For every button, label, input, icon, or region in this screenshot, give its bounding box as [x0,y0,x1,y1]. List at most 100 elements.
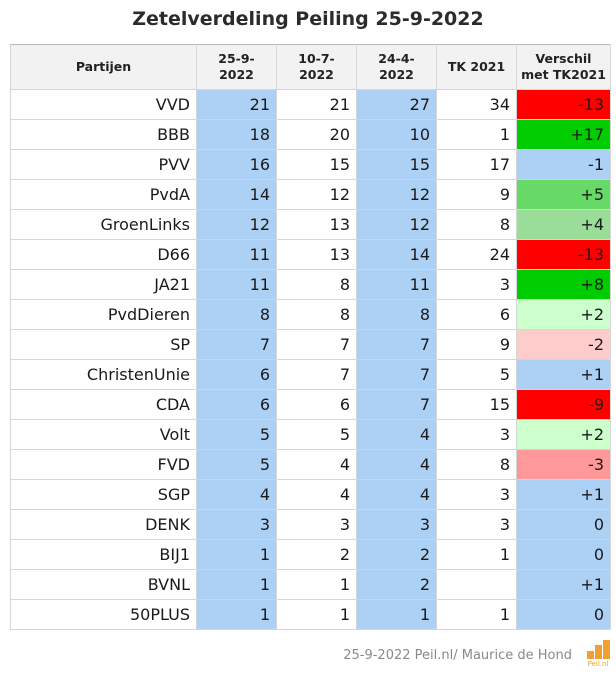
poll-10-7-cell: 6 [276,389,357,420]
tk2021-cell: 3 [436,509,517,540]
table-row: PvdDieren 8 8 8 6 +2 [10,299,611,330]
difference-cell: +4 [516,209,611,240]
tk2021-cell: 8 [436,449,517,480]
column-header: TK 2021 [436,44,517,90]
poll-25-9-cell: 6 [196,359,277,390]
table-row: ChristenUnie 6 7 7 5 +1 [10,359,611,390]
difference-cell: 0 [516,509,611,540]
table-row: PvdA 14 12 12 9 +5 [10,179,611,210]
tk2021-cell: 15 [436,389,517,420]
party-name-cell: D66 [10,239,197,270]
poll-25-9-cell: 18 [196,119,277,150]
party-name-cell: SGP [10,479,197,510]
poll-25-9-cell: 11 [196,269,277,300]
difference-cell: 0 [516,599,611,630]
poll-25-9-cell: 3 [196,509,277,540]
poll-24-4-cell: 11 [356,269,437,300]
party-name-cell: ChristenUnie [10,359,197,390]
tk2021-cell: 6 [436,299,517,330]
difference-cell: -3 [516,449,611,480]
poll-24-4-cell: 2 [356,569,437,600]
poll-10-7-cell: 7 [276,359,357,390]
tk2021-cell: 34 [436,89,517,120]
tk2021-cell: 1 [436,539,517,570]
column-header: Partijen [10,44,197,90]
table-row: 50PLUS 1 1 1 1 0 [10,599,611,630]
poll-10-7-cell: 20 [276,119,357,150]
tk2021-cell: 9 [436,179,517,210]
table-row: BVNL 1 1 2 +1 [10,569,611,600]
poll-10-7-cell: 15 [276,149,357,180]
poll-10-7-cell: 13 [276,209,357,240]
table-row: BIJ1 1 2 2 1 0 [10,539,611,570]
poll-24-4-cell: 4 [356,479,437,510]
difference-cell: -1 [516,149,611,180]
column-header: Verschil met TK2021 [516,44,611,90]
poll-25-9-cell: 11 [196,239,277,270]
tk2021-cell: 9 [436,329,517,360]
party-name-cell: 50PLUS [10,599,197,630]
poll-24-4-cell: 2 [356,539,437,570]
difference-cell: -9 [516,389,611,420]
poll-10-7-cell: 8 [276,269,357,300]
table-row: Volt 5 5 4 3 +2 [10,419,611,450]
table-row: PVV 16 15 15 17 -1 [10,149,611,180]
poll-24-4-cell: 12 [356,209,437,240]
difference-cell: +1 [516,479,611,510]
party-name-cell: Volt [10,419,197,450]
seat-table: Partijen 25-9-2022 10-7-2022 24-4-2022 T… [10,44,611,630]
poll-25-9-cell: 12 [196,209,277,240]
poll-24-4-cell: 15 [356,149,437,180]
table-row: BBB 18 20 10 1 +17 [10,119,611,150]
poll-25-9-cell: 1 [196,599,277,630]
party-name-cell: BVNL [10,569,197,600]
column-header: 10-7-2022 [276,44,357,90]
difference-cell: 0 [516,539,611,570]
party-name-cell: BIJ1 [10,539,197,570]
poll-25-9-cell: 1 [196,539,277,570]
poll-10-7-cell: 8 [276,299,357,330]
poll-25-9-cell: 21 [196,89,277,120]
poll-24-4-cell: 3 [356,509,437,540]
table-row: JA21 11 8 11 3 +8 [10,269,611,300]
difference-cell: +5 [516,179,611,210]
tk2021-cell: 3 [436,269,517,300]
poll-10-7-cell: 12 [276,179,357,210]
difference-cell: -2 [516,329,611,360]
party-name-cell: FVD [10,449,197,480]
poll-10-7-cell: 4 [276,449,357,480]
header-row: Partijen 25-9-2022 10-7-2022 24-4-2022 T… [10,44,611,90]
party-name-cell: PvdDieren [10,299,197,330]
poll-10-7-cell: 7 [276,329,357,360]
poll-25-9-cell: 5 [196,419,277,450]
poll-24-4-cell: 7 [356,329,437,360]
poll-10-7-cell: 13 [276,239,357,270]
poll-25-9-cell: 14 [196,179,277,210]
difference-cell: +17 [516,119,611,150]
difference-cell: +2 [516,419,611,450]
party-name-cell: BBB [10,119,197,150]
tk2021-cell [436,569,517,600]
tk2021-cell: 24 [436,239,517,270]
table-row: SGP 4 4 4 3 +1 [10,479,611,510]
poll-10-7-cell: 1 [276,569,357,600]
poll-24-4-cell: 4 [356,449,437,480]
tk2021-cell: 3 [436,419,517,450]
poll-24-4-cell: 8 [356,299,437,330]
poll-24-4-cell: 7 [356,359,437,390]
column-header: 24-4-2022 [356,44,437,90]
party-name-cell: CDA [10,389,197,420]
poll-25-9-cell: 7 [196,329,277,360]
poll-24-4-cell: 1 [356,599,437,630]
poll-10-7-cell: 4 [276,479,357,510]
poll-24-4-cell: 14 [356,239,437,270]
tk2021-cell: 5 [436,359,517,390]
tk2021-cell: 1 [436,599,517,630]
tk2021-cell: 1 [436,119,517,150]
table-row: SP 7 7 7 9 -2 [10,329,611,360]
poll-10-7-cell: 5 [276,419,357,450]
poll-24-4-cell: 12 [356,179,437,210]
poll-25-9-cell: 1 [196,569,277,600]
table-row: D66 11 13 14 24 -13 [10,239,611,270]
party-name-cell: SP [10,329,197,360]
